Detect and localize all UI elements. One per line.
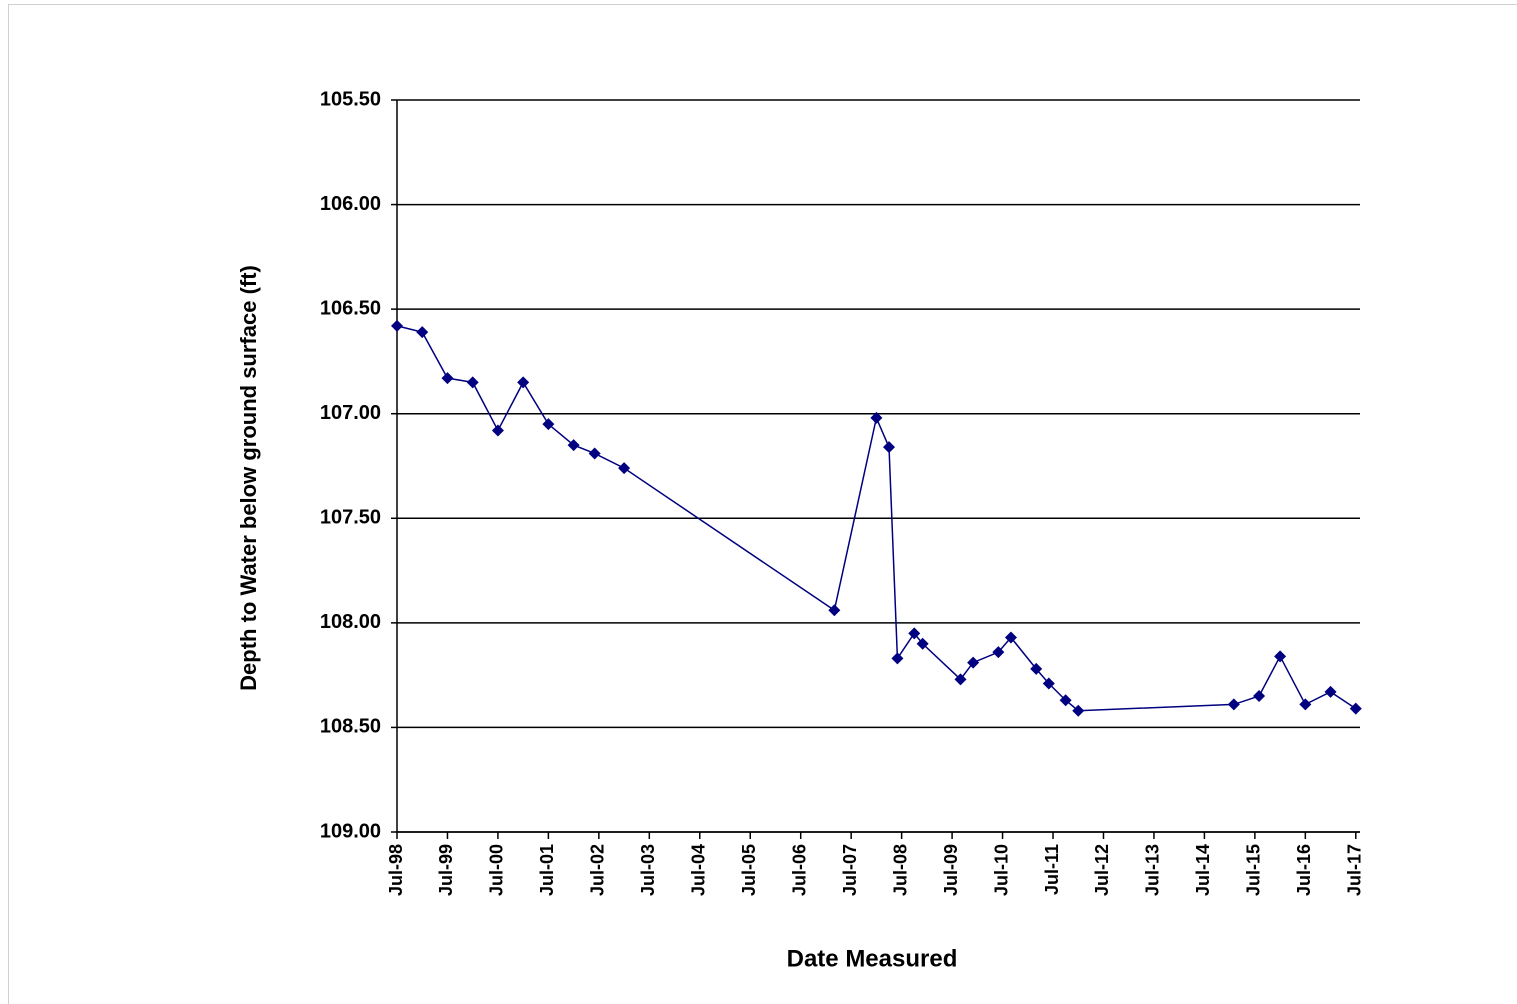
marker	[491, 424, 504, 437]
marker	[588, 447, 601, 460]
marker	[517, 376, 530, 389]
marker	[828, 604, 841, 617]
x-tick-label: Jul-12	[1092, 844, 1112, 896]
marker	[1004, 631, 1017, 644]
x-tick-label: Jul-15	[1244, 844, 1264, 896]
marker	[441, 372, 454, 385]
marker	[908, 627, 921, 640]
marker	[891, 652, 904, 665]
marker	[618, 462, 631, 475]
x-tick-label: Jul-10	[991, 844, 1011, 896]
marker	[870, 411, 883, 424]
x-tick-label: Jul-09	[941, 844, 961, 896]
x-tick-label: Jul-05	[739, 844, 759, 896]
marker	[1274, 650, 1287, 663]
marker	[1030, 662, 1043, 675]
x-tick-label: Jul-16	[1294, 844, 1314, 896]
marker	[391, 319, 403, 332]
marker	[1349, 702, 1362, 715]
x-tick-label: Jul-04	[689, 844, 709, 896]
x-tick-label: Jul-02	[588, 844, 608, 896]
x-tick-label: Jul-17	[1345, 844, 1365, 896]
marker	[416, 326, 429, 339]
y-tick-label: 106.00	[320, 193, 381, 215]
frame	[8, 4, 1517, 1004]
marker	[466, 376, 479, 389]
marker	[1324, 685, 1337, 698]
marker	[883, 441, 896, 454]
x-tick-label: Jul-01	[537, 844, 557, 896]
y-tick-label: 109.00	[320, 820, 381, 842]
y-tick-label: 105.50	[320, 88, 381, 110]
x-tick-label: Jul-11	[1042, 844, 1062, 895]
x-tick-label: Jul-03	[638, 844, 658, 896]
marker	[542, 418, 555, 431]
y-tick-label: 107.50	[320, 507, 381, 529]
marker	[967, 656, 980, 669]
x-tick-label: Jul-14	[1193, 844, 1213, 896]
marker	[992, 646, 1005, 659]
marker	[1299, 698, 1312, 711]
marker	[567, 439, 580, 452]
y-tick-label: 107.00	[320, 402, 381, 424]
marker	[1253, 690, 1266, 703]
y-tick-label: 108.00	[320, 611, 381, 633]
x-tick-label: Jul-00	[487, 844, 507, 896]
marker	[1059, 694, 1072, 707]
marker	[1072, 704, 1085, 717]
x-tick-label: Jul-08	[890, 844, 910, 896]
x-tick-label: Jul-99	[436, 844, 456, 896]
y-tick-label: 108.50	[320, 716, 381, 738]
x-tick-label: Jul-13	[1143, 844, 1163, 896]
x-tick-label: Jul-06	[789, 844, 809, 896]
marker	[954, 673, 967, 686]
y-axis-title: Depth to Water below ground surface (ft)	[236, 265, 261, 691]
x-tick-label: Jul-98	[386, 844, 406, 896]
x-tick-label: Jul-07	[840, 844, 860, 896]
marker	[1042, 677, 1055, 690]
marker	[1227, 698, 1240, 711]
marker	[916, 637, 929, 650]
y-tick-label: 106.50	[320, 297, 381, 319]
x-axis-title: Date Measured	[787, 945, 958, 972]
